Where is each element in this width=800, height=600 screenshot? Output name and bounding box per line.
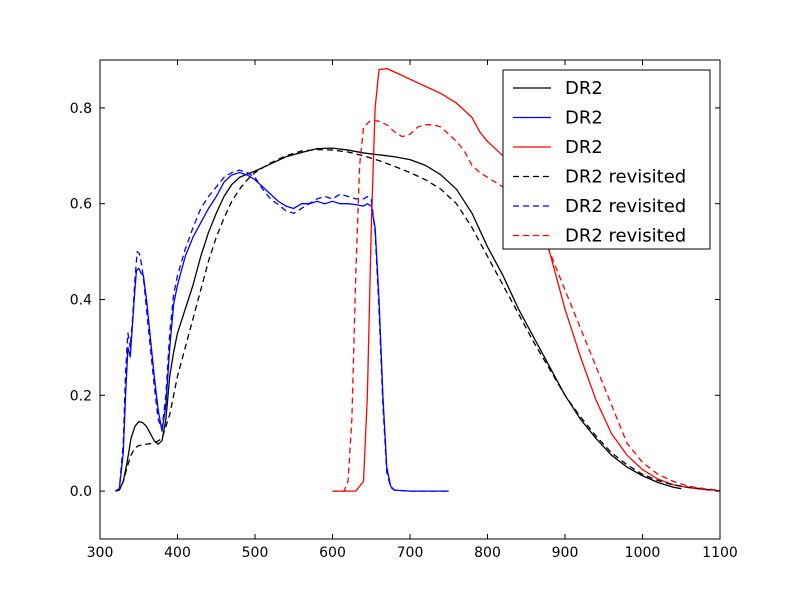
series-line-1 bbox=[115, 171, 449, 492]
y-tick-label: 0.8 bbox=[70, 101, 92, 117]
x-tick-label: 500 bbox=[242, 545, 269, 561]
series-line-5 bbox=[332, 119, 721, 492]
legend-label-3: DR2 revisited bbox=[565, 167, 686, 188]
y-tick-label: 0.0 bbox=[70, 484, 92, 500]
series-lines bbox=[115, 67, 721, 492]
x-tick-label: 300 bbox=[87, 545, 114, 561]
axis-ticks: 300 400 500 600 700 800 900 1000 1100 0.0 0.2 0.4 0.… bbox=[70, 60, 738, 561]
series-line-3 bbox=[115, 148, 713, 492]
y-tick-label: 0.6 bbox=[70, 197, 92, 213]
legend-label-0: DR2 bbox=[565, 78, 603, 99]
legend-box bbox=[502, 69, 711, 250]
legend: DR2 DR2 DR2 DR2 revisited DR2 revisited DR2 r… bbox=[502, 69, 711, 250]
series-line-4 bbox=[115, 169, 449, 492]
x-tick-label: 400 bbox=[164, 545, 191, 561]
x-tick-label: 700 bbox=[397, 545, 424, 561]
x-tick-label: 1100 bbox=[702, 545, 738, 561]
series-line-0 bbox=[115, 147, 682, 492]
x-tick-label: 600 bbox=[319, 545, 346, 561]
x-tick-label: 1000 bbox=[625, 545, 661, 561]
y-tick-label: 0.2 bbox=[70, 388, 92, 404]
x-tick-label: 900 bbox=[552, 545, 579, 561]
series-line-2 bbox=[332, 67, 721, 492]
legend-label-5: DR2 revisited bbox=[565, 226, 686, 247]
legend-label-1: DR2 bbox=[565, 108, 603, 129]
legend-label-4: DR2 revisited bbox=[565, 196, 686, 217]
x-tick-label: 800 bbox=[474, 545, 501, 561]
legend-label-2: DR2 bbox=[565, 137, 603, 158]
y-tick-label: 0.4 bbox=[70, 293, 92, 309]
